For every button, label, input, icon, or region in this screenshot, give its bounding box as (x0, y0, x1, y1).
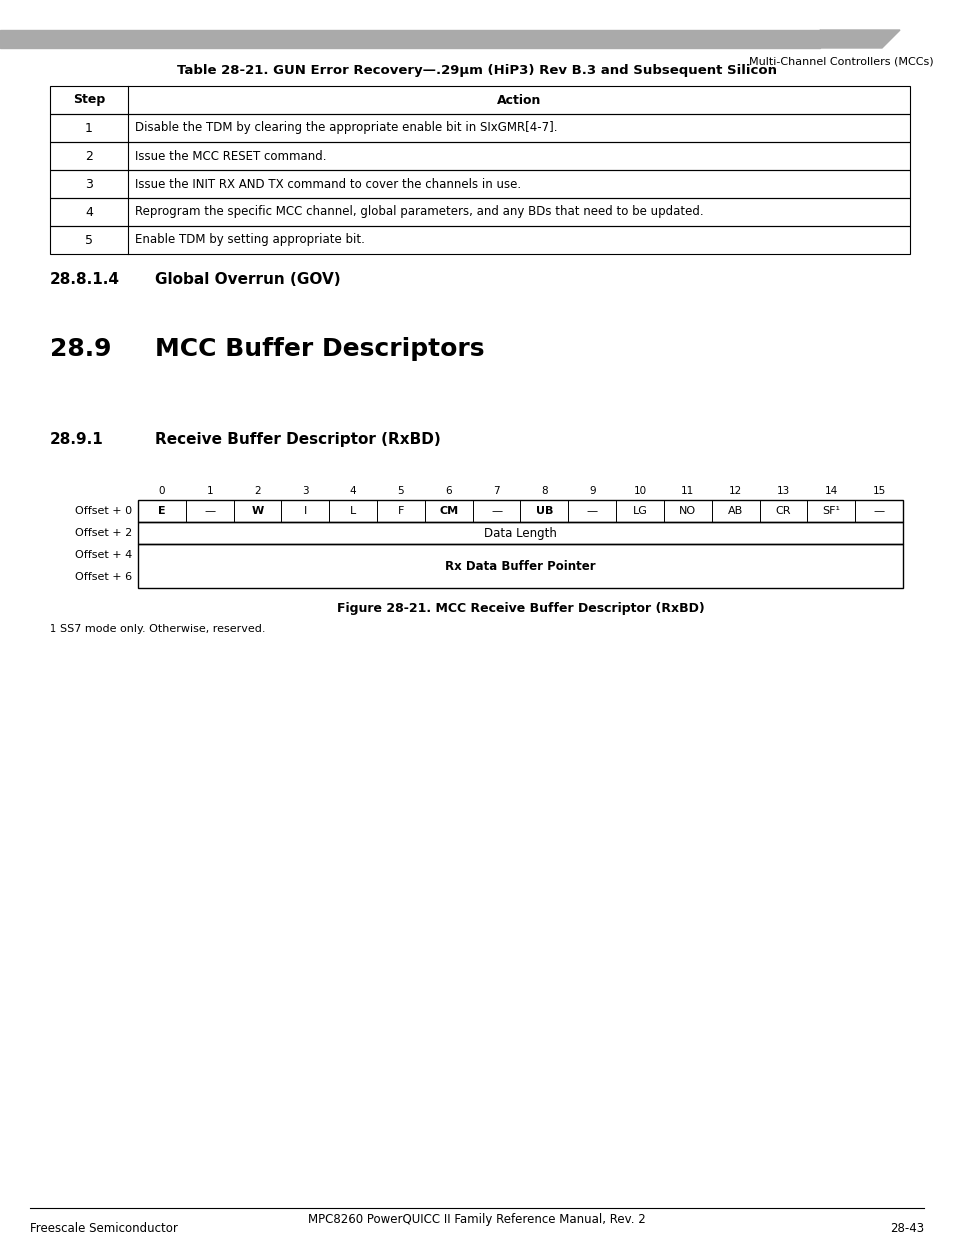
Text: LG: LG (632, 506, 647, 516)
Text: Table 28-21. GUN Error Recovery—.29μm (HiP3) Rev B.3 and Subsequent Silicon: Table 28-21. GUN Error Recovery—.29μm (H… (177, 64, 776, 77)
Text: 10: 10 (633, 487, 646, 496)
Text: 0: 0 (158, 487, 165, 496)
Text: —: — (873, 506, 883, 516)
Text: 2: 2 (253, 487, 260, 496)
Text: CM: CM (438, 506, 457, 516)
Bar (50, 170, 909, 198)
Text: 6: 6 (445, 487, 452, 496)
Text: 5: 5 (397, 487, 404, 496)
Text: Issue the INIT RX AND TX command to cover the channels in use.: Issue the INIT RX AND TX command to cove… (135, 178, 520, 190)
Text: Rx Data Buffer Pointer: Rx Data Buffer Pointer (445, 559, 596, 573)
Bar (50, 226, 909, 254)
Text: MCC Buffer Descriptors: MCC Buffer Descriptors (154, 337, 484, 361)
Text: Offset + 0: Offset + 0 (74, 506, 132, 516)
Text: —: — (204, 506, 215, 516)
Text: Data Length: Data Length (483, 526, 557, 540)
Text: NO: NO (679, 506, 696, 516)
Text: —: — (491, 506, 501, 516)
Text: SS7 mode only. Otherwise, reserved.: SS7 mode only. Otherwise, reserved. (60, 624, 265, 634)
Text: 11: 11 (680, 487, 694, 496)
Text: L: L (350, 506, 355, 516)
Text: Offset + 4: Offset + 4 (74, 550, 132, 559)
Text: I: I (303, 506, 307, 516)
Text: Offset + 2: Offset + 2 (74, 529, 132, 538)
Bar (50, 142, 909, 170)
Text: F: F (397, 506, 404, 516)
Text: 13: 13 (776, 487, 789, 496)
Text: Step: Step (72, 94, 105, 106)
Bar (50, 198, 909, 226)
Text: 4: 4 (350, 487, 356, 496)
Text: 5: 5 (85, 233, 92, 247)
Text: 1: 1 (85, 121, 92, 135)
Text: Issue the MCC RESET command.: Issue the MCC RESET command. (135, 149, 326, 163)
Text: 9: 9 (588, 487, 595, 496)
Text: 28.9.1: 28.9.1 (50, 432, 104, 447)
Text: —: — (586, 506, 598, 516)
Text: Figure 28-21. MCC Receive Buffer Descriptor (RxBD): Figure 28-21. MCC Receive Buffer Descrip… (336, 601, 703, 615)
Text: Multi-Channel Controllers (MCCs): Multi-Channel Controllers (MCCs) (749, 56, 933, 65)
Text: W: W (252, 506, 263, 516)
Text: 1: 1 (206, 487, 213, 496)
Text: Enable TDM by setting appropriate bit.: Enable TDM by setting appropriate bit. (135, 233, 364, 247)
Text: Disable the TDM by clearing the appropriate enable bit in SIxGMR[4-7].: Disable the TDM by clearing the appropri… (135, 121, 557, 135)
Text: SF¹: SF¹ (821, 506, 840, 516)
Text: CR: CR (775, 506, 790, 516)
Text: 28.9: 28.9 (50, 337, 112, 361)
Text: 28.8.1.4: 28.8.1.4 (50, 272, 120, 287)
Text: 2: 2 (85, 149, 92, 163)
Bar (138, 543, 902, 588)
Text: Reprogram the specific MCC channel, global parameters, and any BDs that need to : Reprogram the specific MCC channel, glob… (135, 205, 703, 219)
Text: 1: 1 (50, 624, 56, 634)
Bar (138, 500, 902, 522)
Text: MPC8260 PowerQUICC II Family Reference Manual, Rev. 2: MPC8260 PowerQUICC II Family Reference M… (308, 1213, 645, 1226)
Text: 15: 15 (872, 487, 884, 496)
Text: 8: 8 (540, 487, 547, 496)
Text: UB: UB (536, 506, 553, 516)
Bar (0, 30, 820, 48)
Text: Global Overrun (GOV): Global Overrun (GOV) (154, 272, 340, 287)
Text: E: E (158, 506, 166, 516)
Text: 28-43: 28-43 (889, 1221, 923, 1235)
Text: Receive Buffer Descriptor (RxBD): Receive Buffer Descriptor (RxBD) (154, 432, 440, 447)
Bar (50, 86, 909, 114)
Bar (138, 522, 902, 543)
Text: 3: 3 (302, 487, 309, 496)
Text: Offset + 6: Offset + 6 (74, 572, 132, 582)
Text: 7: 7 (493, 487, 499, 496)
Polygon shape (820, 30, 899, 48)
Text: Freescale Semiconductor: Freescale Semiconductor (30, 1221, 177, 1235)
Text: 12: 12 (728, 487, 741, 496)
Text: 3: 3 (85, 178, 92, 190)
Text: AB: AB (727, 506, 742, 516)
Text: 14: 14 (823, 487, 837, 496)
Text: 4: 4 (85, 205, 92, 219)
Text: Action: Action (497, 94, 540, 106)
Bar (50, 114, 909, 142)
